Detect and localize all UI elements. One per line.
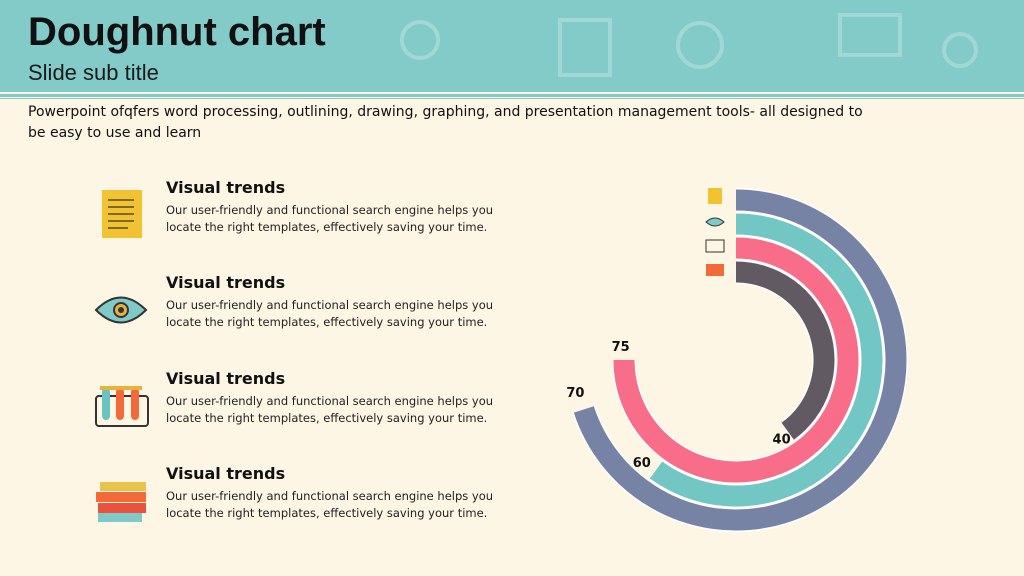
banner-pattern — [400, 13, 978, 77]
tubes-icon — [95, 386, 149, 427]
ring-bar — [573, 189, 907, 531]
item-title: Visual trends — [166, 368, 286, 388]
data-label: 70 — [566, 386, 584, 401]
item-text: Our user-friendly and functional search … — [166, 203, 494, 234]
title: Doughnut chart — [28, 10, 326, 54]
list-item: Visual trends Our user-friendly and funct… — [166, 464, 506, 522]
ring-icon — [706, 264, 724, 276]
data-label: 40 — [773, 432, 791, 447]
eye-icon — [94, 296, 148, 324]
list-item: Visual trends Our user-friendly and funct… — [166, 178, 506, 236]
item-title: Visual trends — [166, 273, 286, 293]
item-text: Our user-friendly and functional search … — [166, 298, 494, 330]
data-label: 60 — [633, 456, 651, 471]
ring-bar — [613, 237, 859, 483]
rule — [0, 94, 1024, 97]
list-item: Visual trends Our user-friendly and funct… — [166, 369, 506, 427]
ring-bar — [735, 261, 835, 440]
item-text: Our user-friendly and functional search … — [166, 393, 494, 425]
item-text: Our user-friendly and functional search … — [166, 488, 494, 520]
note-icon — [102, 190, 142, 238]
ring-bar — [649, 213, 883, 507]
books-icon — [96, 482, 146, 522]
item-title: Visual trends — [166, 178, 286, 197]
list-item: Visual trends Our user-friendly and funct… — [166, 273, 506, 331]
ring-icon — [708, 188, 722, 204]
data-label: 75 — [612, 340, 630, 355]
ring-icon — [705, 217, 725, 227]
intro: Powerpoint ofqfers word processing, outl… — [28, 104, 863, 141]
item-title: Visual trends — [166, 463, 286, 483]
banner: Doughnut chart Slide sub title — [0, 0, 1024, 92]
ring-icon — [705, 239, 725, 253]
rule — [0, 98, 1024, 99]
subtitle: Slide sub title — [28, 60, 159, 85]
